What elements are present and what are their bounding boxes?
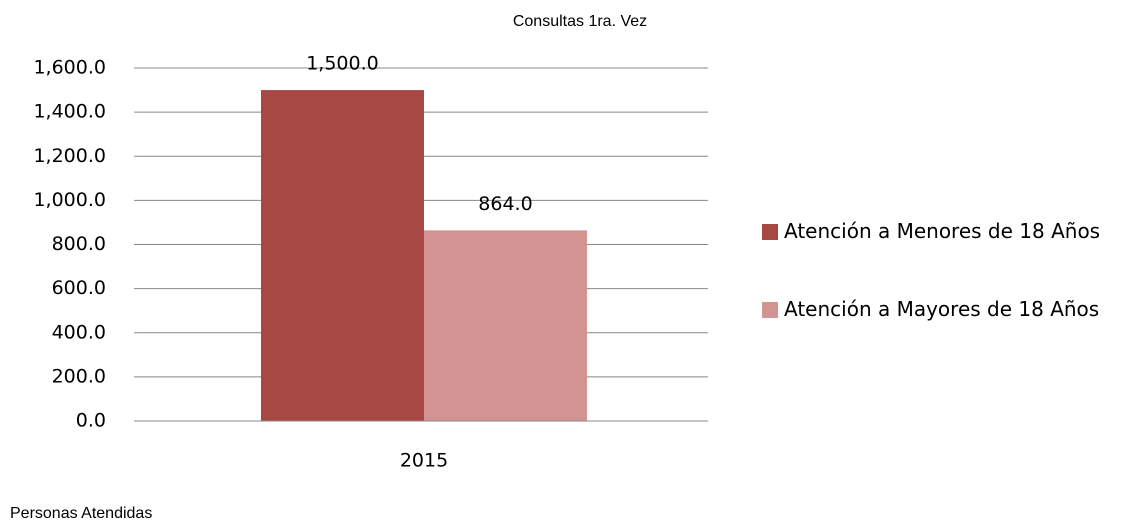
data-label: 1,500.0 [306, 53, 379, 75]
legend-label: Atención a Menores de 18 Años [784, 219, 1101, 243]
x-tick-label: 2015 [400, 450, 448, 472]
y-tick-label: 800.0 [52, 233, 106, 255]
y-tick-label: 1,400.0 [33, 101, 106, 123]
y-tick-label: 400.0 [52, 321, 106, 343]
y-tick-label: 1,600.0 [33, 57, 106, 79]
legend-label: Atención a Mayores de 18 Años [784, 297, 1100, 321]
y-axis-label: Personas Atendidas [10, 505, 152, 522]
bar [260, 90, 424, 421]
y-tick-label: 200.0 [52, 365, 106, 387]
y-tick-label: 1,200.0 [33, 145, 106, 167]
y-tick-label: 600.0 [52, 277, 106, 299]
data-label: 864.0 [478, 193, 532, 215]
bar [424, 230, 588, 421]
y-tick-label: 1,000.0 [33, 189, 106, 211]
chart-title: Consultas 1ra. Vez [513, 13, 647, 30]
y-tick-label: 0.0 [76, 410, 106, 432]
legend-entry: Atención a Mayores de 18 Años [784, 297, 1100, 321]
legend-swatch [762, 302, 778, 318]
legend-swatch [762, 224, 778, 240]
legend-entry: Atención a Menores de 18 Años [784, 219, 1101, 243]
